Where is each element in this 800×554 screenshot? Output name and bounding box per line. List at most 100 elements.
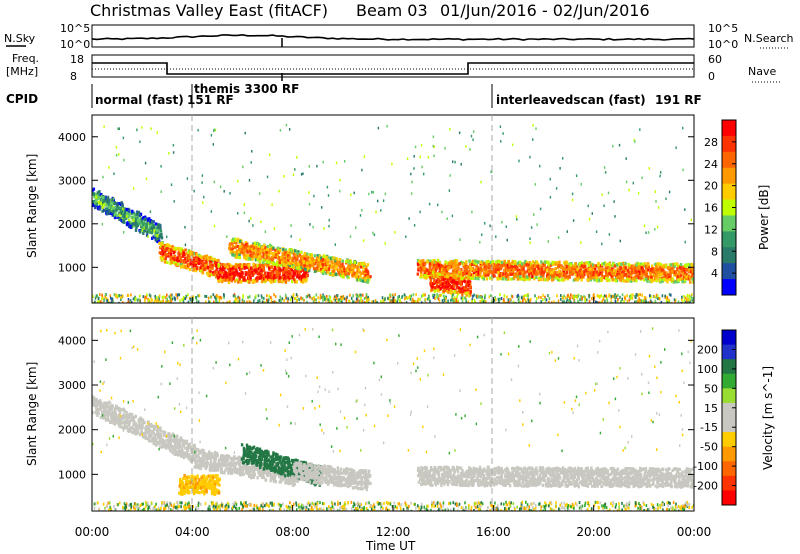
data-cell [160, 165, 162, 168]
data-cell [375, 210, 377, 214]
data-cell [373, 233, 376, 237]
data-cell [247, 263, 251, 268]
data-cell [166, 293, 168, 297]
data-cell [285, 258, 289, 262]
data-cell [556, 294, 558, 298]
data-cell [328, 218, 330, 222]
data-cell [684, 300, 687, 303]
data-cell [477, 277, 480, 281]
data-cell [414, 145, 417, 149]
data-cell [424, 298, 427, 301]
data-cell [339, 295, 342, 299]
data-cell [230, 242, 234, 246]
data-cell [166, 235, 168, 239]
data-cell [454, 300, 456, 303]
data-cell [614, 215, 616, 218]
data-cell [108, 166, 110, 169]
data-cell [603, 166, 606, 169]
data-cell [92, 200, 94, 204]
data-cell [172, 143, 175, 147]
data-cell [695, 274, 697, 277]
data-cell [525, 277, 528, 281]
data-cell [349, 293, 351, 297]
data-cell [340, 274, 343, 278]
data-cell [146, 230, 149, 234]
data-cell [224, 278, 228, 282]
data-cell [420, 273, 423, 277]
data-cell [102, 175, 104, 179]
data-cell [248, 179, 251, 182]
data-cell [535, 300, 537, 303]
data-cell [659, 174, 661, 178]
data-cell [256, 271, 260, 275]
data-cell [423, 270, 426, 274]
data-cell [485, 273, 488, 277]
data-cell [685, 264, 688, 268]
data-cell [613, 294, 616, 298]
data-cell [668, 190, 671, 194]
data-cell [471, 210, 473, 214]
data-cell [205, 300, 207, 303]
data-cell [93, 400, 97, 404]
data-cell [187, 250, 190, 254]
data-cell [128, 209, 131, 213]
data-cell [336, 297, 338, 301]
data-cell [105, 210, 108, 214]
data-cell [269, 276, 273, 280]
data-cell [575, 174, 578, 177]
data-cell [542, 274, 545, 278]
data-cell [92, 402, 95, 407]
data-cell [315, 293, 318, 297]
data-cell [334, 262, 337, 266]
data-cell [237, 300, 239, 303]
data-cell [427, 271, 431, 275]
data-cell [161, 245, 164, 249]
data-cell [433, 293, 436, 297]
data-cell [524, 275, 527, 279]
data-cell [682, 268, 686, 272]
data-cell [336, 301, 338, 303]
data-cell [292, 252, 296, 256]
data-cell [103, 125, 105, 128]
data-cell [477, 273, 480, 277]
data-cell [361, 209, 363, 212]
data-cell [366, 278, 369, 283]
data-cell [561, 266, 565, 271]
data-cell [367, 275, 370, 279]
data-cell [569, 297, 571, 301]
data-cell [649, 300, 651, 303]
data-cell [306, 252, 309, 256]
data-cell [491, 269, 494, 274]
data-cell [547, 294, 549, 298]
data-cell [442, 294, 445, 298]
data-cell [647, 301, 650, 303]
data-cell [161, 295, 164, 299]
data-cell [643, 272, 646, 276]
data-cell [273, 251, 276, 256]
data-cell [282, 248, 285, 252]
data-cell [258, 299, 261, 303]
data-cell [519, 300, 521, 303]
data-cell [226, 235, 228, 238]
data-cell [479, 270, 482, 275]
data-cell [419, 155, 421, 159]
data-cell [113, 172, 115, 176]
data-cell [621, 261, 625, 265]
data-cell [150, 297, 152, 301]
data-cell [145, 296, 148, 300]
data-cell [605, 276, 608, 280]
data-cell [515, 215, 518, 218]
data-cell [158, 241, 161, 245]
data-cell [692, 280, 694, 284]
data-cell [604, 261, 607, 265]
data-cell [362, 239, 365, 242]
data-cell [586, 298, 588, 302]
data-cell [632, 265, 635, 269]
data-cell [695, 278, 697, 281]
data-cell [187, 257, 190, 261]
data-cell [105, 297, 108, 301]
data-cell [452, 271, 455, 275]
data-cell [622, 268, 626, 272]
data-cell [294, 296, 297, 300]
data-cell [562, 157, 564, 160]
